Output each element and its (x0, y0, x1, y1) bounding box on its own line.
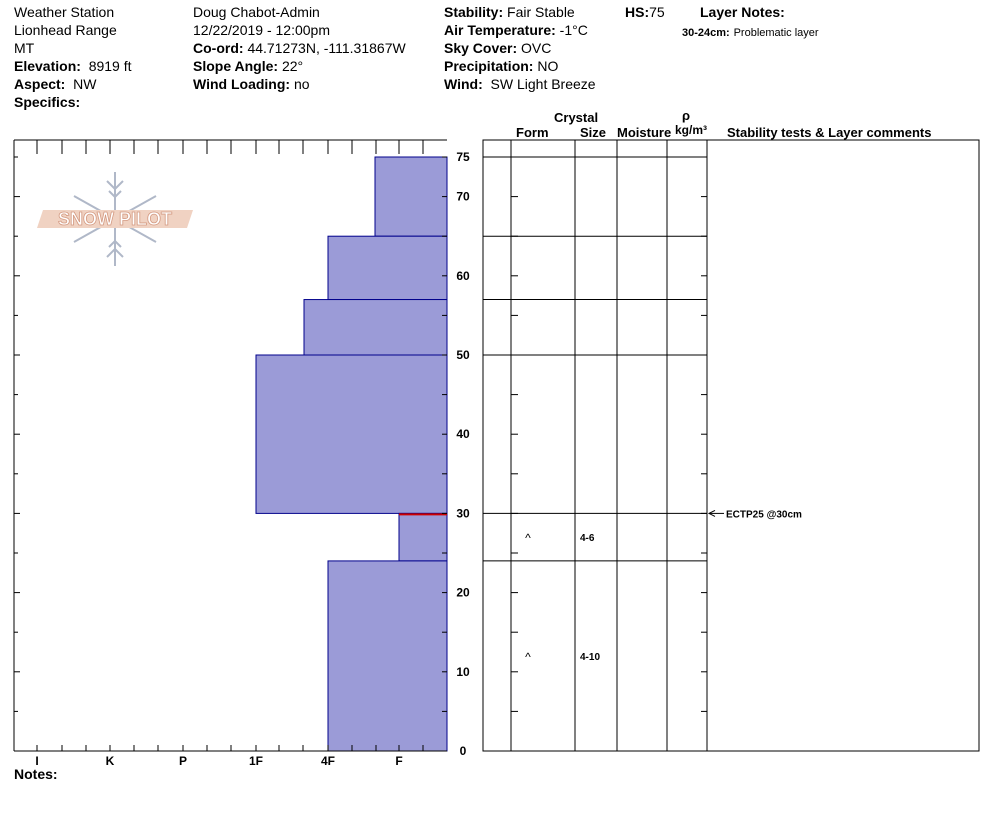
logo-text: SNOW PILOT (58, 209, 172, 229)
wind: Wind: SW Light Breeze (444, 76, 596, 92)
y-tick-label: 75 (456, 150, 470, 164)
coordinates: Co-ord: 44.71273N, -111.31867W (193, 40, 406, 56)
x-tick-label: P (179, 754, 187, 768)
y-tick-label: 20 (456, 586, 470, 600)
hardness-bar-0 (374, 156, 448, 237)
hardness-bar-3 (255, 354, 448, 514)
table-frame (482, 139, 980, 752)
elevation: Elevation: 8919 ft (14, 58, 132, 74)
station-name: Weather Station (14, 4, 115, 20)
state-name: MT (14, 40, 35, 56)
stability-rating: Stability: Fair Stable (444, 4, 575, 20)
x-tick-label: 1F (249, 754, 263, 768)
wind-loading: Wind Loading: no (193, 76, 310, 92)
y-tick-label: 70 (456, 190, 470, 204)
stability-tests-header: Stability tests & Layer comments (727, 125, 932, 140)
precipitation: Precipitation: NO (444, 58, 559, 74)
hardness-bar-2 (303, 299, 448, 356)
stability-test-arrowhead (707, 509, 716, 517)
rho-header: ρ (682, 108, 691, 123)
specifics: Specifics: (14, 94, 81, 110)
y-tick-label: 30 (456, 506, 470, 520)
y-tick-label: 0 (460, 744, 467, 758)
slope-angle: Slope Angle: 22° (193, 58, 304, 74)
hardness-bar-1 (327, 235, 448, 301)
hardness-bar-5 (327, 560, 448, 752)
notes-label: Notes: (14, 766, 58, 782)
size-header: Size (580, 125, 607, 140)
observer: Doug Chabot-Admin (193, 4, 320, 20)
x-tick-label: K (106, 754, 115, 768)
layer-notes-title: Layer Notes: (700, 4, 785, 20)
density-unit-header: kg/m³ (675, 123, 708, 137)
crystal-form-symbol: ^ (525, 531, 531, 545)
x-tick-label: F (395, 754, 402, 768)
crystal-size: 4-6 (580, 533, 595, 544)
x-tick-label: I (35, 754, 38, 768)
y-tick-label: 40 (456, 427, 470, 441)
y-tick-label: 50 (456, 348, 470, 362)
snowpilot-logo: SNOW PILOT (37, 172, 193, 266)
y-tick-label: 10 (456, 665, 470, 679)
stability-test-label: ECTP25 @30cm (726, 509, 802, 520)
form-header: Form (516, 125, 549, 140)
hardness-bar-4 (398, 512, 448, 562)
snow-height: HS:75 (625, 4, 665, 20)
crystal-header: Crystal (554, 110, 599, 125)
range-name: Lionhead Range (14, 22, 117, 38)
date-time: 12/22/2019 - 12:00pm (193, 22, 330, 38)
axes: 0 10 20 30 40 50 60 70 75 I K P 1F 4F F (13, 139, 470, 768)
layer-table: ^ 4-6 ^ 4-10 ECTP25 @30cm (482, 139, 980, 752)
air-temperature: Air Temperature: -1°C (444, 22, 588, 38)
x-tick-label: 4F (321, 754, 335, 768)
aspect: Aspect: NW (14, 76, 97, 92)
hardness-bars (255, 156, 448, 752)
crystal-size: 4-10 (580, 652, 600, 663)
sky-cover: Sky Cover: OVC (444, 40, 552, 56)
crystal-form-symbol: ^ (525, 650, 531, 664)
layer-note: 30-24cm: Problematic layer (682, 27, 819, 39)
moisture-header: Moisture (617, 125, 672, 140)
y-tick-label: 60 (456, 269, 470, 283)
